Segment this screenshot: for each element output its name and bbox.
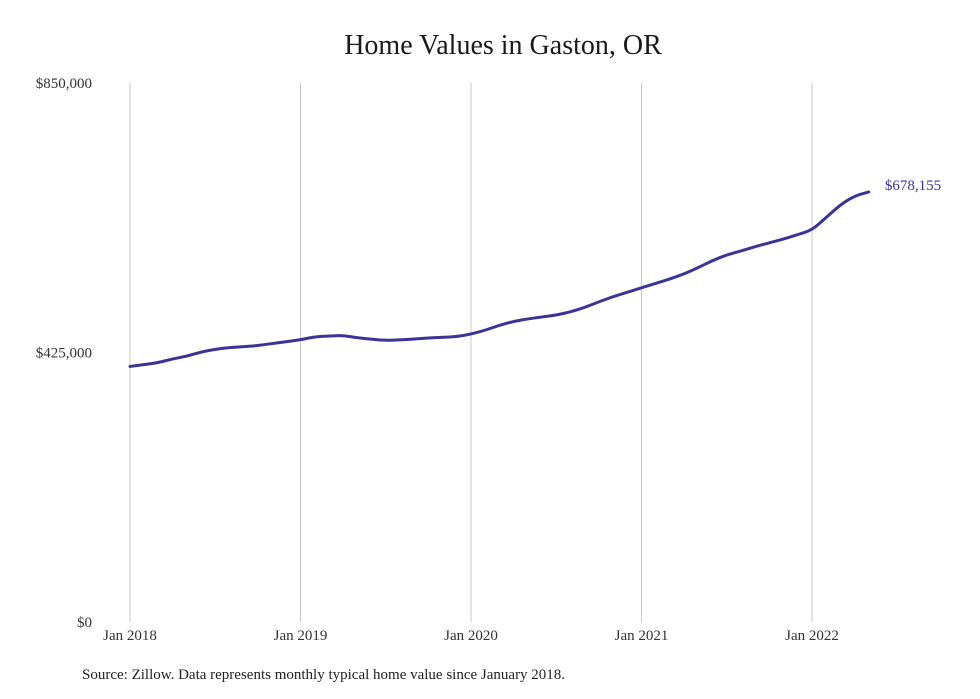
- x-tick-label: Jan 2019: [274, 628, 328, 644]
- series-layer: [128, 190, 871, 368]
- y-tick-label: $850,000: [36, 76, 92, 92]
- series-line: [128, 190, 871, 368]
- end-value-label: $678,155: [885, 178, 941, 194]
- y-axis-ticks: $0 $425,000 $850,000: [36, 76, 92, 631]
- x-tick-label: Jan 2022: [785, 628, 839, 644]
- x-tick-label: Jan 2021: [615, 628, 669, 644]
- grid-lines: [129, 83, 813, 622]
- chart-title: Home Values in Gaston, OR: [344, 30, 662, 61]
- x-tick-label: Jan 2020: [444, 628, 498, 644]
- end-label-layer: $678,155: [885, 178, 941, 194]
- y-tick-label: $0: [77, 615, 92, 631]
- y-tick-label: $425,000: [36, 346, 92, 362]
- source-note: Source: Zillow. Data represents monthly …: [82, 667, 566, 683]
- x-axis-ticks: Jan 2018 Jan 2019 Jan 2020 Jan 2021 Jan 2022: [103, 628, 839, 644]
- x-tick-label: Jan 2018: [103, 628, 157, 644]
